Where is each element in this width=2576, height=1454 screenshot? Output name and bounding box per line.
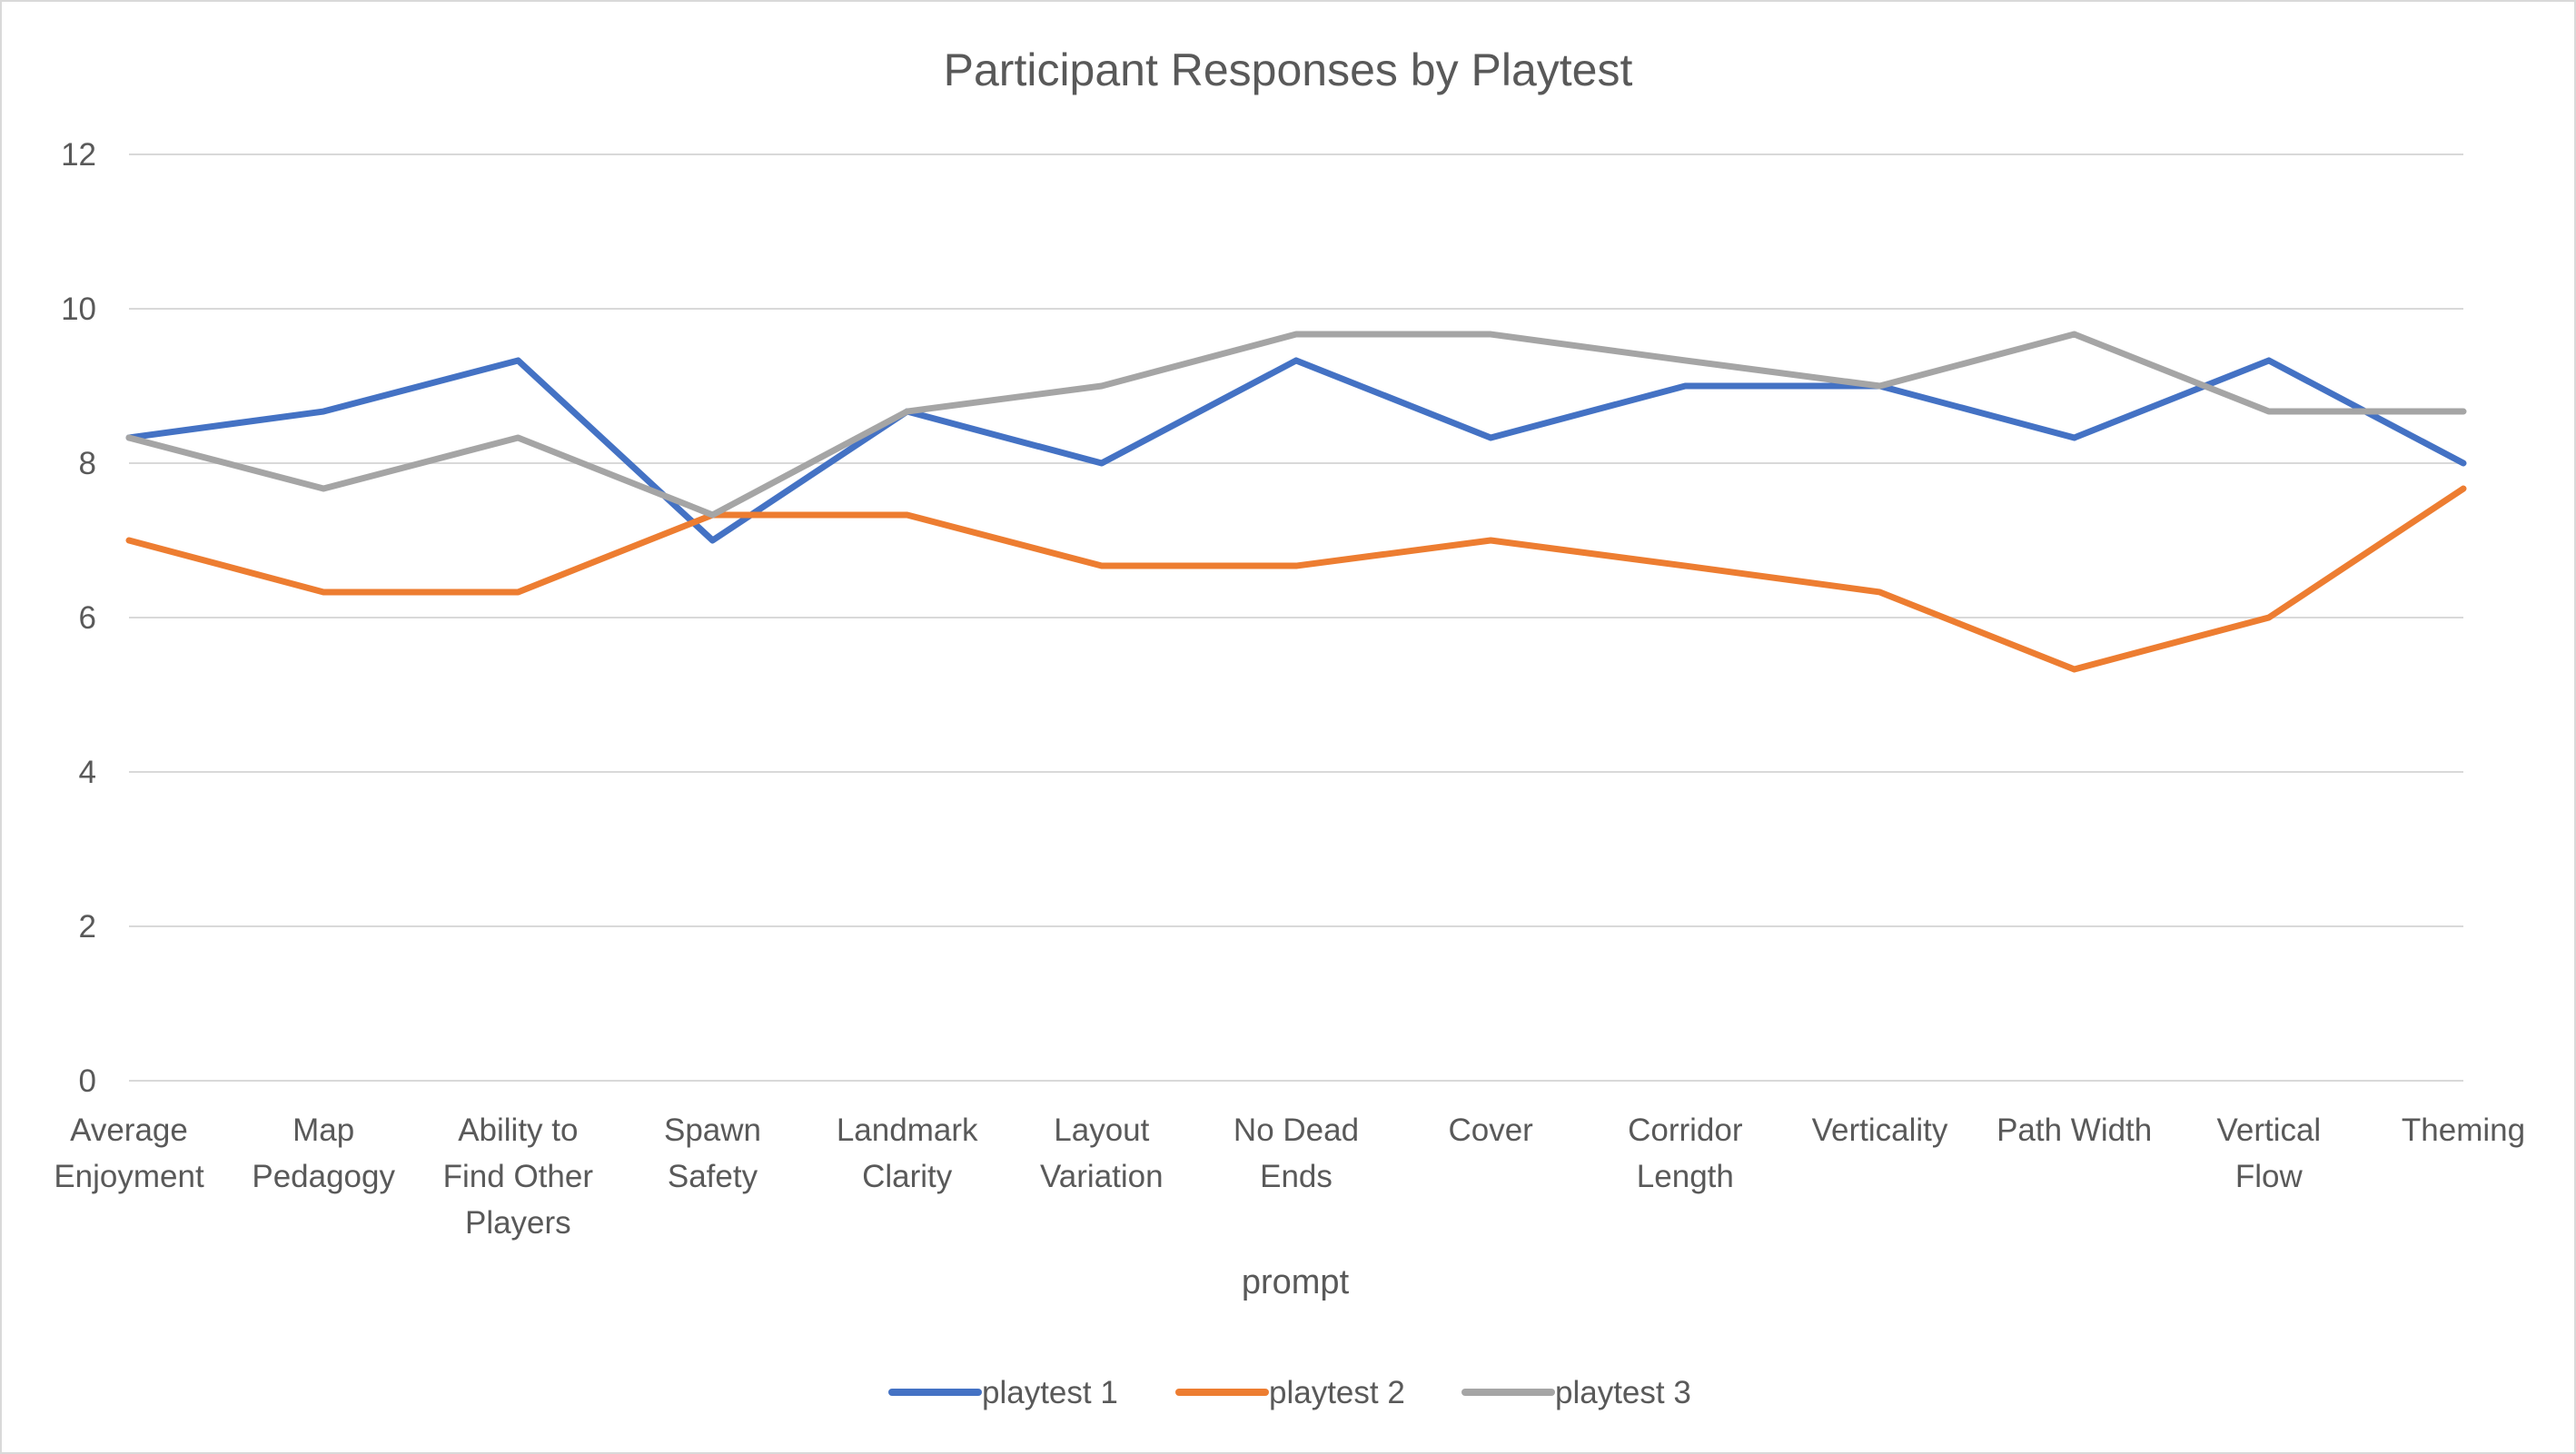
x-tick-label: Cover	[1448, 1113, 1533, 1148]
y-tick-label: 4	[79, 755, 96, 790]
series-line-2	[125, 485, 2467, 673]
x-tick-label: Ability to Find Other Players	[443, 1113, 594, 1241]
x-tick-label: Verticality	[1812, 1113, 1948, 1148]
y-tick-label: 0	[79, 1063, 96, 1099]
x-tick-label: Average Enjoyment	[54, 1113, 204, 1194]
x-tick-label: Map Pedagogy	[252, 1113, 395, 1194]
y-tick-label: 10	[61, 292, 96, 327]
y-tick-label: 12	[61, 137, 96, 173]
x-tick-label: Layout Variation	[1040, 1113, 1164, 1194]
gridlines	[129, 153, 2463, 1082]
legend-label: playtest 3	[1555, 1375, 1691, 1410]
y-axis-ticks: 0 2 4 6 8 10 12	[61, 137, 96, 1099]
legend-label: playtest 2	[1269, 1375, 1405, 1410]
x-tick-label: No Dead Ends	[1234, 1113, 1359, 1194]
y-tick-label: 6	[79, 600, 96, 636]
legend: playtest 1 playtest 2 playtest 3	[888, 1375, 1691, 1410]
x-tick-label: Path Width	[1996, 1113, 2152, 1148]
x-tick-label: Landmark Clarity	[837, 1113, 978, 1194]
x-axis-ticks: Average Enjoyment Map Pedagogy Ability to Fin…	[54, 1113, 2525, 1241]
chart-title: Participant Responses by Playtest	[944, 45, 1633, 95]
x-tick-label: Spawn Safety	[664, 1113, 761, 1194]
x-tick-label: Vertical Flow	[2216, 1113, 2321, 1194]
x-tick-label: Corridor Length	[1628, 1113, 1743, 1194]
legend-label: playtest 1	[982, 1375, 1118, 1410]
y-tick-label: 8	[79, 446, 96, 481]
series-lines	[125, 331, 2467, 673]
x-axis-label: prompt	[1242, 1263, 1350, 1301]
y-tick-label: 2	[79, 909, 96, 945]
x-tick-label: Theming	[2402, 1113, 2525, 1148]
